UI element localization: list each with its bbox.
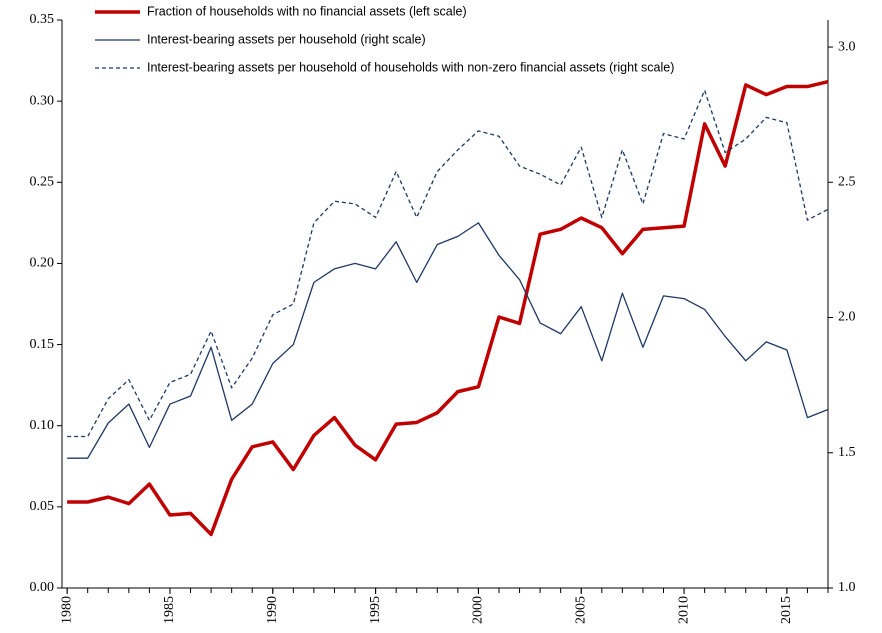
legend-label: Interest-bearing assets per household (r… [147, 32, 426, 46]
y-tick-label: 0.25 [30, 175, 55, 190]
y-tick-label: 0.10 [30, 418, 55, 433]
y2-tick-label: 2.0 [838, 310, 856, 325]
x-tick-label: 2010 [676, 596, 691, 624]
y-tick-label: 0.15 [30, 337, 55, 352]
x-tick-label: 1985 [162, 596, 177, 624]
y-tick-label: 0.30 [30, 93, 55, 108]
y2-tick-label: 1.5 [838, 445, 856, 460]
x-tick-label: 2005 [573, 596, 588, 624]
y2-tick-label: 2.5 [838, 175, 856, 190]
x-tick-label: 1980 [59, 596, 74, 624]
y2-tick-label: 1.0 [838, 580, 856, 595]
x-tick-label: 1995 [368, 596, 383, 624]
y2-tick-label: 3.0 [838, 39, 856, 54]
y-tick-label: 0.00 [30, 580, 55, 595]
series-line [67, 79, 829, 537]
y-tick-label: 0.20 [30, 256, 55, 271]
x-tick-label: 2015 [779, 596, 794, 624]
series-line [67, 222, 829, 459]
x-tick-label: 1990 [265, 596, 280, 624]
legend-label: Fraction of households with no financial… [147, 4, 467, 18]
y-tick-label: 0.05 [30, 499, 55, 514]
legend-label: Interest-bearing assets per household of… [147, 60, 674, 74]
series-line [67, 89, 829, 438]
y-tick-label: 0.35 [30, 12, 55, 27]
x-tick-label: 2000 [471, 596, 486, 624]
